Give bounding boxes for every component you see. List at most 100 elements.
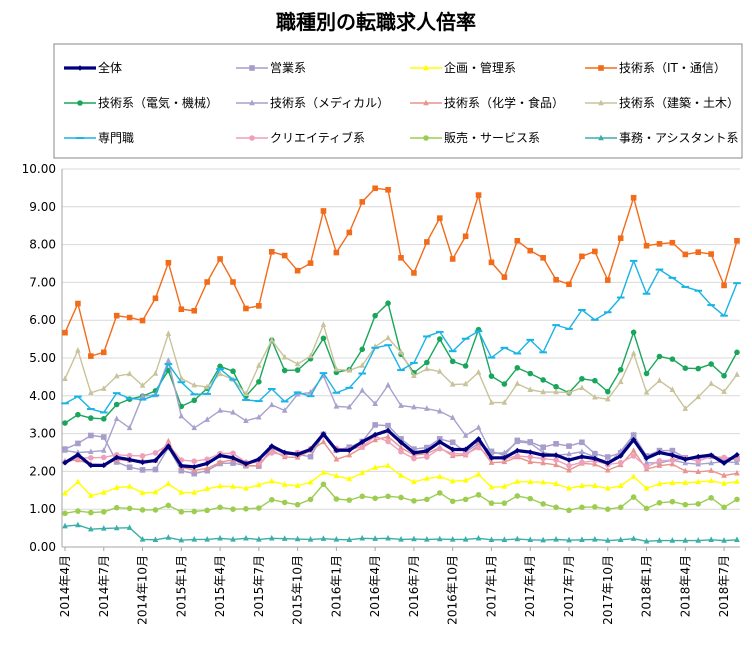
data-point	[540, 455, 546, 462]
data-point	[62, 447, 68, 453]
data-point	[592, 455, 598, 462]
data-point	[100, 454, 107, 461]
data-point	[449, 414, 456, 420]
data-point	[385, 381, 391, 388]
data-point	[281, 252, 288, 259]
data-point	[62, 489, 68, 496]
data-point	[514, 493, 521, 499]
data-point	[436, 445, 443, 452]
data-point	[385, 334, 391, 341]
data-point	[139, 507, 146, 513]
data-point	[566, 462, 572, 469]
data-point	[617, 504, 624, 511]
data-point	[217, 458, 223, 465]
data-point	[682, 501, 689, 508]
data-point	[320, 335, 327, 342]
data-point	[669, 356, 676, 362]
data-point	[359, 469, 366, 476]
data-point	[126, 314, 133, 321]
data-point	[501, 454, 508, 461]
data-point	[604, 395, 611, 402]
data-point	[88, 353, 94, 359]
data-point	[527, 458, 534, 465]
legend: 全体 営業系 企画・管理系 技術系（IT・通信） 技術系（電気・機械） 技術系（メディカル…	[64, 60, 739, 145]
data-point	[721, 472, 727, 478]
data-point	[656, 449, 663, 456]
data-point	[514, 535, 521, 542]
series-2	[62, 462, 740, 498]
data-point	[669, 457, 676, 463]
data-point	[249, 65, 255, 71]
data-point	[294, 482, 301, 488]
data-point	[372, 312, 378, 319]
data-point	[398, 536, 404, 542]
series-3	[62, 185, 740, 359]
data-point	[152, 507, 159, 513]
data-point	[734, 371, 740, 377]
data-point	[359, 444, 366, 450]
data-point	[604, 537, 611, 543]
data-point	[268, 496, 275, 503]
data-point	[243, 417, 249, 423]
data-point	[669, 460, 676, 467]
data-point	[268, 477, 275, 484]
y-tick-label: 9.00	[29, 200, 56, 214]
data-point	[617, 482, 624, 488]
data-point	[708, 380, 714, 386]
data-point	[604, 466, 611, 473]
data-point	[540, 444, 546, 451]
data-point	[424, 405, 430, 411]
data-point	[449, 536, 456, 542]
legend-label: 技術系（化学・食品）	[444, 95, 564, 110]
data-point	[475, 192, 482, 198]
data-point	[695, 478, 702, 485]
data-point	[217, 504, 223, 511]
x-tick-label: 2017年1月	[484, 555, 498, 617]
legend-label: クリエイティブ系	[270, 130, 365, 145]
data-point	[88, 448, 94, 454]
data-point	[708, 536, 714, 543]
data-point	[579, 453, 585, 460]
data-point	[385, 462, 391, 468]
data-point	[682, 479, 689, 485]
data-point	[734, 459, 740, 465]
data-point	[721, 388, 727, 394]
data-point	[501, 536, 508, 543]
data-point	[695, 537, 702, 543]
data-point	[294, 267, 301, 274]
data-point	[501, 381, 508, 387]
data-point	[695, 249, 702, 255]
data-point	[656, 458, 663, 464]
data-point	[630, 431, 637, 437]
data-point	[217, 363, 223, 370]
data-point	[359, 493, 366, 500]
data-point	[359, 199, 366, 205]
data-point	[126, 370, 133, 377]
data-point	[256, 456, 262, 463]
data-point	[514, 380, 521, 386]
data-point	[630, 473, 637, 479]
legend-item: 技術系（電気・機械）	[64, 95, 218, 110]
data-point	[566, 450, 572, 457]
data-point	[669, 239, 676, 246]
data-point	[617, 366, 624, 373]
data-point	[695, 468, 702, 474]
data-point	[462, 446, 469, 453]
x-tick-label: 2018年7月	[717, 555, 731, 617]
data-point	[249, 99, 255, 106]
data-point	[191, 397, 198, 404]
data-point	[540, 536, 546, 543]
data-point	[88, 415, 94, 421]
data-point	[656, 241, 663, 247]
data-point	[449, 450, 456, 457]
data-point	[488, 454, 495, 461]
data-point	[540, 501, 546, 507]
data-point	[475, 424, 482, 430]
data-point	[346, 475, 353, 482]
data-point	[346, 403, 353, 410]
axes: 0.00 1.00 2.00 3.00 4.00 5.00 6.00 7.00 8.00 9.00…	[22, 162, 740, 625]
data-point	[708, 477, 714, 484]
data-point	[721, 372, 727, 379]
legend-item: 全体	[64, 60, 122, 75]
data-point	[320, 481, 327, 488]
